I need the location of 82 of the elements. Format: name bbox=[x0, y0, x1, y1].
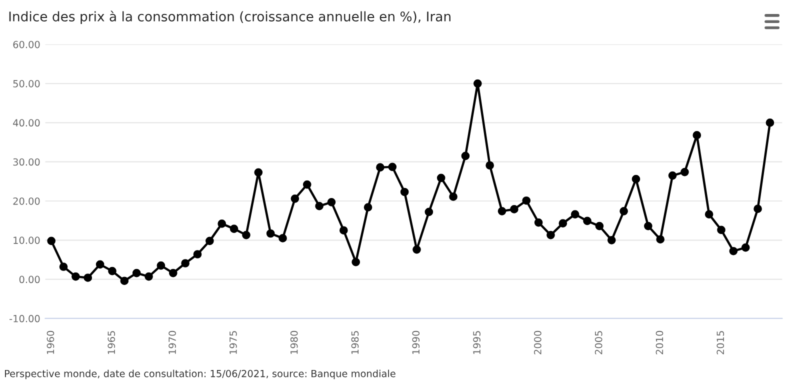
point bbox=[388, 162, 397, 172]
point bbox=[376, 163, 384, 172]
point bbox=[558, 219, 568, 228]
point bbox=[302, 180, 312, 189]
point bbox=[570, 210, 580, 218]
point bbox=[364, 203, 372, 212]
point bbox=[278, 234, 287, 242]
point bbox=[522, 196, 531, 205]
y-tick-label: 60.00 bbox=[13, 40, 40, 48]
point bbox=[266, 229, 275, 238]
point bbox=[729, 246, 738, 256]
point bbox=[59, 262, 68, 271]
text: Perspective monde, date de consultation: 15/06/2021, source: Banque mondiale bbox=[4, 370, 396, 380]
x-tick-label: 1995 bbox=[473, 331, 480, 354]
point bbox=[193, 250, 202, 258]
point bbox=[692, 131, 702, 140]
point bbox=[290, 194, 300, 203]
point bbox=[656, 235, 665, 244]
point bbox=[607, 236, 616, 244]
point bbox=[498, 207, 506, 216]
point bbox=[668, 171, 677, 180]
x-tick-label: 1960 bbox=[46, 330, 54, 354]
x-tick-label: 2010 bbox=[656, 330, 664, 354]
point bbox=[644, 222, 652, 230]
point bbox=[632, 174, 640, 184]
point bbox=[84, 274, 92, 282]
point bbox=[315, 202, 324, 210]
chart-title: Indice des prix à la consommation (croissance annuelle en %), Iran bbox=[9, 10, 450, 24]
x-tick-label: 1970 bbox=[168, 330, 176, 354]
point bbox=[156, 261, 166, 270]
x-tick-label: 1965 bbox=[108, 331, 116, 354]
point bbox=[741, 243, 750, 252]
point bbox=[218, 220, 226, 228]
x-tick-label: 1985 bbox=[351, 331, 359, 354]
point bbox=[327, 198, 336, 206]
point bbox=[436, 174, 446, 182]
x-tick-label: 1975 bbox=[230, 331, 237, 354]
point bbox=[754, 204, 762, 213]
point bbox=[120, 276, 129, 286]
y-tick-label: 0.00 bbox=[19, 276, 40, 284]
point bbox=[108, 266, 116, 276]
y-tick-label: -10.00 bbox=[10, 314, 40, 322]
point bbox=[583, 216, 592, 226]
y-tick-label: 10.00 bbox=[14, 236, 40, 244]
point bbox=[206, 236, 214, 246]
x-tick-label: 2000 bbox=[534, 330, 542, 354]
point bbox=[424, 208, 434, 216]
point bbox=[230, 224, 238, 233]
point bbox=[717, 226, 726, 234]
point bbox=[412, 245, 421, 254]
point bbox=[766, 118, 774, 127]
point bbox=[534, 218, 543, 227]
point bbox=[400, 188, 409, 196]
point bbox=[473, 79, 482, 88]
point bbox=[254, 168, 263, 177]
x-tick-label: 1980 bbox=[290, 330, 298, 354]
point bbox=[132, 268, 141, 278]
point bbox=[486, 161, 494, 170]
point bbox=[546, 230, 555, 240]
point bbox=[510, 205, 518, 214]
point bbox=[144, 272, 153, 281]
point bbox=[242, 230, 250, 240]
point bbox=[620, 207, 628, 216]
y-tick-label: 40.00 bbox=[13, 119, 40, 127]
y-tick-label: 20.00 bbox=[13, 197, 40, 205]
point bbox=[181, 259, 190, 268]
x-tick-label: 2005 bbox=[594, 331, 602, 354]
point bbox=[168, 268, 178, 278]
point bbox=[352, 258, 360, 266]
x-tick-label: 1990 bbox=[412, 330, 420, 354]
point bbox=[704, 210, 714, 218]
x-tick-label: 2015 bbox=[716, 331, 724, 354]
point bbox=[449, 192, 458, 201]
point bbox=[72, 272, 80, 281]
point bbox=[339, 226, 348, 235]
point bbox=[461, 152, 470, 160]
point bbox=[47, 236, 56, 246]
point bbox=[680, 168, 689, 176]
y-tick-label: 50.00 bbox=[13, 80, 40, 88]
point bbox=[595, 222, 604, 230]
point bbox=[96, 260, 104, 269]
y-tick-label: 30.00 bbox=[13, 158, 40, 166]
